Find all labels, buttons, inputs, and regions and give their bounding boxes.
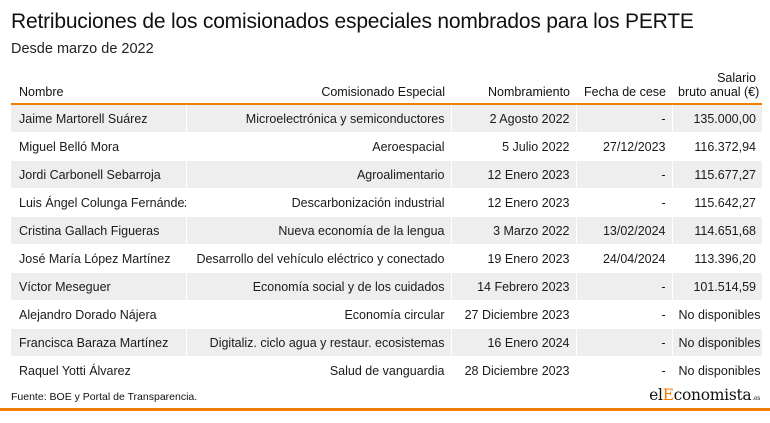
cell-salary: 115.642,27 (672, 188, 762, 217)
cell-salary: No disponibles (672, 356, 762, 385)
cell-salary: 115.677,27 (672, 160, 762, 189)
cell-commission: Economía social y de los cuidados (186, 272, 452, 301)
cell-commission: Agroalimentario (186, 160, 452, 189)
cell-salary: 135.000,00 (672, 104, 762, 133)
page-title: Retribuciones de los comisionados especi… (11, 10, 694, 33)
table-row: Jordi Carbonell Sebarroja Agroalimentario… (11, 160, 762, 189)
cell-name: Miguel Belló Mora (11, 132, 187, 161)
cell-end-date: - (576, 328, 673, 357)
cell-end-date: - (576, 160, 673, 189)
cell-commission: Aeroespacial (186, 132, 452, 161)
column-header-appointment: Nombramiento (451, 66, 576, 105)
cell-appointment: 14 Febrero 2023 (451, 272, 577, 301)
cell-appointment: 16 Enero 2024 (451, 328, 577, 357)
cell-name: Alejandro Dorado Nájera (11, 300, 187, 329)
salaries-table: Nombre Comisionado Especial Nombramiento… (11, 66, 762, 385)
cell-appointment: 5 Julio 2022 (451, 132, 577, 161)
cell-name: Víctor Meseguer (11, 272, 187, 301)
cell-end-date: - (576, 188, 673, 217)
cell-commission: Economía circular (186, 300, 452, 329)
cell-end-date: 27/12/2023 (576, 132, 673, 161)
column-header-salary-line2: bruto anual (€) (678, 85, 760, 99)
cell-appointment: 12 Enero 2023 (451, 160, 577, 189)
table-body: Jaime Martorell Suárez Microelectrónica y… (11, 104, 762, 385)
cell-commission: Descarbonización industrial (186, 188, 452, 217)
cell-salary: 114.651,68 (672, 216, 762, 245)
cell-appointment: 12 Enero 2023 (451, 188, 577, 217)
cell-appointment: 19 Enero 2023 (451, 244, 577, 273)
cell-name: José María López Martínez (11, 244, 187, 273)
table-row: Cristina Gallach Figueras Nueva economía … (11, 216, 762, 245)
source-note: Fuente: BOE y Portal de Transparencia. (11, 391, 198, 403)
table-row: Jaime Martorell Suárez Microelectrónica y… (11, 104, 762, 133)
column-header-commission: Comisionado Especial (186, 66, 451, 105)
cell-commission: Desarrollo del vehículo eléctrico y cone… (186, 244, 452, 273)
cell-salary: 101.514,59 (672, 272, 762, 301)
cell-commission: Nueva economía de la lengua (186, 216, 452, 245)
eleconomista-logo: elEconomista.es (649, 386, 760, 404)
cell-end-date: - (576, 272, 673, 301)
cell-end-date: - (576, 104, 673, 133)
cell-appointment: 27 Diciembre 2023 (451, 300, 577, 329)
cell-name: Luis Ángel Colunga Fernández (11, 188, 187, 217)
cell-appointment: 2 Agosto 2022 (451, 104, 577, 133)
cell-commission: Digitaliz. ciclo agua y restaur. ecosist… (186, 328, 452, 357)
bottom-accent-rule (0, 408, 770, 411)
logo-text-suffix: .es (752, 395, 760, 402)
column-header-name: Nombre (11, 66, 186, 105)
column-header-salary-line1: Salario (717, 71, 756, 85)
table-row: Francisca Baraza Martínez Digitaliz. cicl… (11, 328, 762, 357)
page-subtitle: Desde marzo de 2022 (11, 41, 154, 57)
table-header-row: Nombre Comisionado Especial Nombramiento… (11, 66, 762, 105)
cell-name: Jaime Martorell Suárez (11, 104, 187, 133)
cell-salary: No disponibles (672, 300, 762, 329)
cell-name: Raquel Yotti Álvarez (11, 356, 187, 385)
cell-name: Cristina Gallach Figueras (11, 216, 187, 245)
column-header-salary: Salario bruto anual (€) (672, 66, 762, 105)
cell-name: Francisca Baraza Martínez (11, 328, 187, 357)
cell-end-date: 13/02/2024 (576, 216, 673, 245)
cell-end-date: 24/04/2024 (576, 244, 673, 273)
column-header-end-date: Fecha de cese (576, 66, 672, 105)
table-row: Luis Ángel Colunga Fernández Descarboniza… (11, 188, 762, 217)
cell-appointment: 28 Diciembre 2023 (451, 356, 577, 385)
cell-salary: No disponibles (672, 328, 762, 357)
cell-end-date: - (576, 300, 673, 329)
cell-commission: Microelectrónica y semiconductores (186, 104, 452, 133)
cell-name: Jordi Carbonell Sebarroja (11, 160, 187, 189)
logo-text-accent: E (662, 386, 674, 404)
logo-text-el: el (649, 386, 663, 404)
table-row: Alejandro Dorado Nájera Economía circular… (11, 300, 762, 329)
table-row: Víctor Meseguer Economía social y de los … (11, 272, 762, 301)
table-row: José María López Martínez Desarrollo del … (11, 244, 762, 273)
cell-end-date: - (576, 356, 673, 385)
cell-salary: 116.372,94 (672, 132, 762, 161)
cell-salary: 113.396,20 (672, 244, 762, 273)
logo-text-conomista: conomista (673, 386, 752, 404)
table-row: Miguel Belló Mora Aeroespacial 5 Julio 202… (11, 132, 762, 161)
table-row: Raquel Yotti Álvarez Salud de vanguardia 2… (11, 356, 762, 385)
cell-appointment: 3 Marzo 2022 (451, 216, 577, 245)
cell-commission: Salud de vanguardia (186, 356, 452, 385)
